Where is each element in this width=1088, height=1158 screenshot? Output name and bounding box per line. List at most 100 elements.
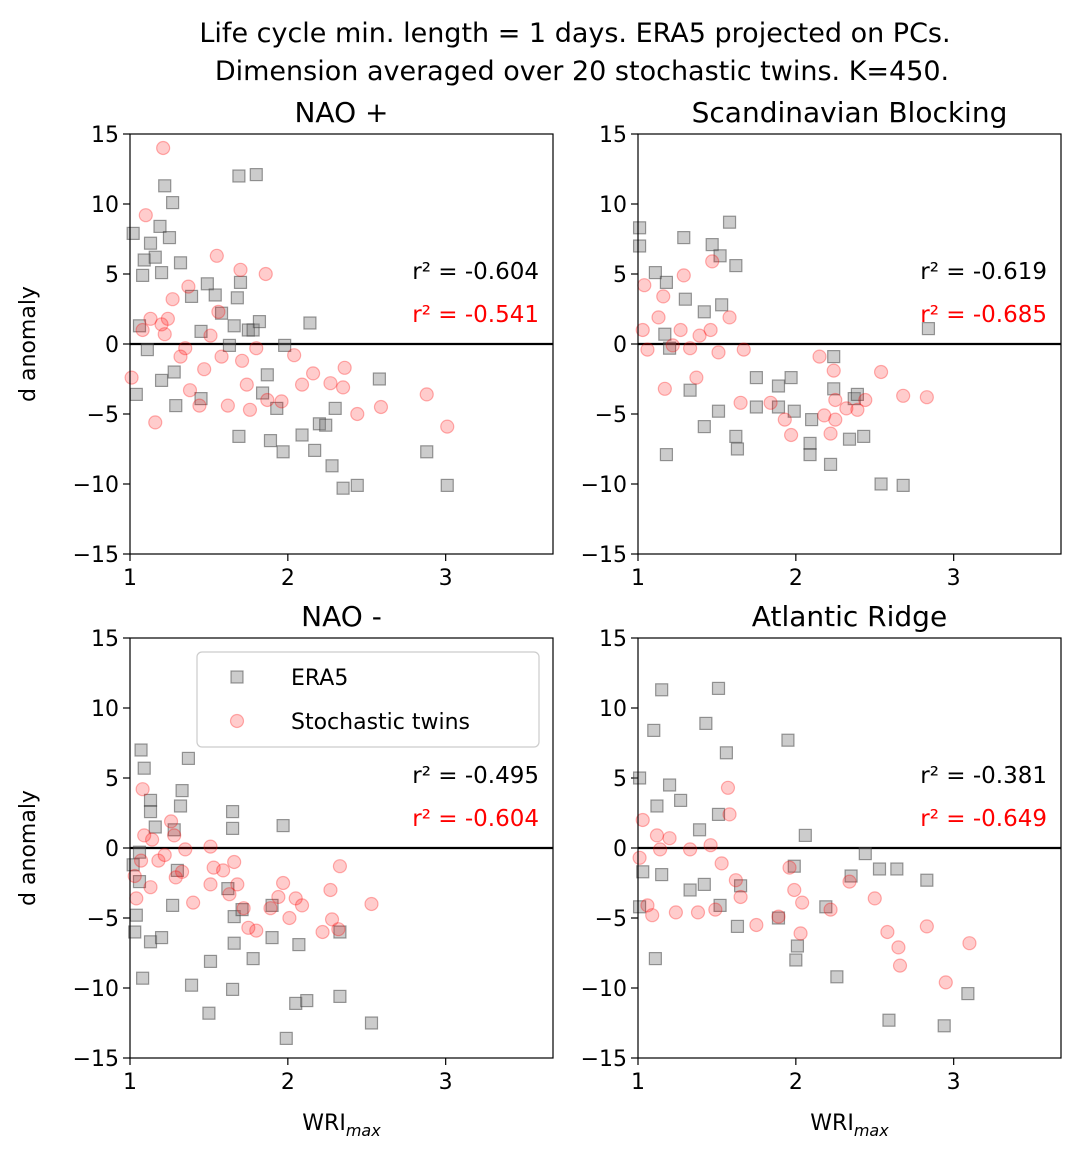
point xyxy=(249,923,264,938)
point xyxy=(230,877,245,892)
point xyxy=(733,395,748,410)
annotation: r² = -0.619 xyxy=(920,259,1047,285)
point xyxy=(157,847,172,863)
point xyxy=(703,838,718,853)
point xyxy=(637,278,652,293)
point xyxy=(165,292,180,307)
point xyxy=(419,387,434,402)
point xyxy=(295,428,309,442)
point xyxy=(315,924,330,940)
annotation: r² = -0.649 xyxy=(920,806,1047,832)
point xyxy=(440,419,455,434)
point xyxy=(858,392,873,408)
y-tick-label: 15 xyxy=(91,627,119,652)
y-tick-label: −5 xyxy=(595,403,627,428)
subplot-title: NAO + xyxy=(294,96,388,129)
point xyxy=(323,882,338,898)
point xyxy=(156,140,171,156)
point xyxy=(705,238,719,252)
point xyxy=(635,322,650,338)
legend-marker xyxy=(229,713,245,729)
point xyxy=(173,799,188,813)
point xyxy=(157,327,172,342)
y-tick-label: 0 xyxy=(105,333,119,358)
point xyxy=(129,908,143,922)
point xyxy=(331,922,346,937)
y-tick-label: 15 xyxy=(599,627,627,652)
point xyxy=(294,898,310,913)
point xyxy=(658,327,672,341)
point xyxy=(640,898,655,913)
point xyxy=(795,895,810,910)
y-axis-label: d anomaly xyxy=(16,286,41,402)
y-tick-label: −10 xyxy=(581,473,627,498)
y-tick-label: 0 xyxy=(105,837,119,862)
point xyxy=(729,259,743,273)
legend-label: Stochastic twins xyxy=(291,710,470,735)
point xyxy=(683,883,697,897)
point xyxy=(127,868,142,884)
point xyxy=(787,404,801,418)
point xyxy=(364,896,379,912)
point xyxy=(781,733,795,747)
point xyxy=(812,349,827,364)
point xyxy=(962,936,977,951)
point xyxy=(713,898,727,913)
y-tick-label: 10 xyxy=(599,193,627,218)
point xyxy=(733,879,748,893)
point xyxy=(692,823,707,837)
point xyxy=(143,311,158,326)
point xyxy=(282,910,297,926)
point xyxy=(126,226,140,240)
y-tick-label: −10 xyxy=(73,473,119,498)
point xyxy=(697,420,711,434)
point xyxy=(137,828,152,843)
point xyxy=(168,870,183,885)
suptitle-line: Dimension averaged over 20 stochastic tw… xyxy=(215,56,949,87)
point xyxy=(194,392,208,406)
point xyxy=(158,179,172,193)
point xyxy=(961,986,975,1001)
point xyxy=(714,856,729,871)
point xyxy=(662,831,677,846)
point xyxy=(160,311,175,326)
point xyxy=(144,832,160,847)
y-tick-label: −15 xyxy=(581,543,627,568)
point xyxy=(143,236,158,250)
point xyxy=(819,900,833,914)
point xyxy=(332,859,348,874)
point xyxy=(242,402,258,417)
point xyxy=(225,821,240,836)
point xyxy=(715,298,729,312)
point xyxy=(896,388,911,403)
y-tick-label: 0 xyxy=(613,837,627,862)
plot-frame xyxy=(637,637,1062,1059)
annotation: r² = -0.541 xyxy=(412,302,539,328)
point xyxy=(784,371,798,385)
point xyxy=(711,807,726,822)
point xyxy=(787,859,801,873)
point xyxy=(167,823,181,837)
point xyxy=(789,953,803,967)
point xyxy=(323,376,338,391)
point xyxy=(771,379,786,393)
point xyxy=(857,429,871,443)
point xyxy=(186,895,201,910)
point xyxy=(184,289,199,303)
x-axis-label-sub: max xyxy=(854,1121,889,1140)
point xyxy=(181,751,195,766)
x-tick-label: 3 xyxy=(439,566,453,591)
point xyxy=(873,364,889,380)
x-tick-label: 1 xyxy=(631,1070,645,1095)
point xyxy=(828,392,843,408)
point xyxy=(239,377,254,392)
point xyxy=(289,996,303,1011)
point xyxy=(649,828,665,843)
point xyxy=(197,362,212,377)
legend-marker xyxy=(230,670,244,684)
point xyxy=(192,398,207,413)
annotation: r² = -0.604 xyxy=(412,806,539,832)
point xyxy=(364,1016,379,1030)
point xyxy=(842,874,857,889)
